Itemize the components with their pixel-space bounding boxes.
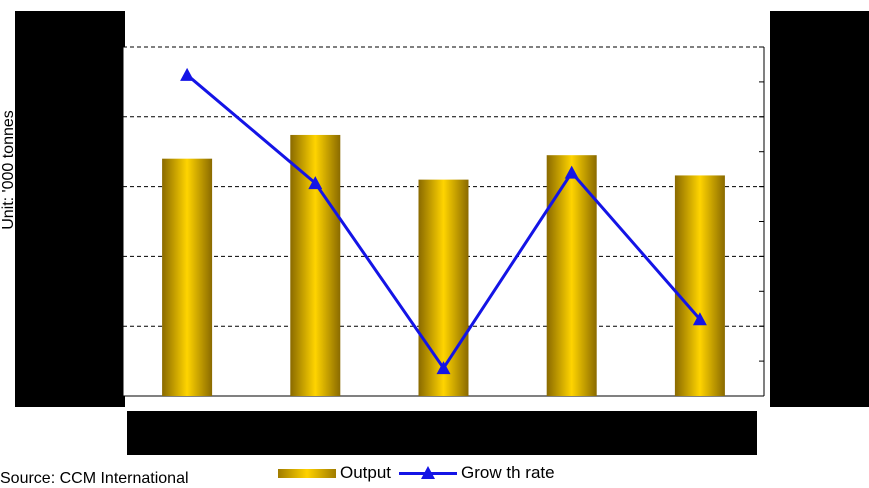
bar-output xyxy=(290,134,341,396)
legend-label-growth-rate: Grow th rate xyxy=(461,463,555,482)
legend-label-output: Output xyxy=(340,463,392,482)
legend-swatch-output xyxy=(278,468,336,478)
legend-swatch-growth-rate xyxy=(399,466,458,480)
legend: Output Grow th rate xyxy=(278,462,555,484)
point-growth-rate xyxy=(180,67,195,81)
bar-output xyxy=(162,158,213,396)
left-axis-redaction xyxy=(15,11,125,407)
bar-output xyxy=(418,179,469,396)
point-growth-rate xyxy=(436,361,451,375)
bar-output xyxy=(674,175,725,396)
source-note: Source: CCM International xyxy=(0,470,189,487)
x-axis-redaction xyxy=(127,411,757,455)
point-growth-rate xyxy=(692,312,707,326)
point-growth-rate xyxy=(564,165,579,179)
point-growth-rate xyxy=(308,176,323,190)
right-axis-redaction xyxy=(770,11,869,407)
